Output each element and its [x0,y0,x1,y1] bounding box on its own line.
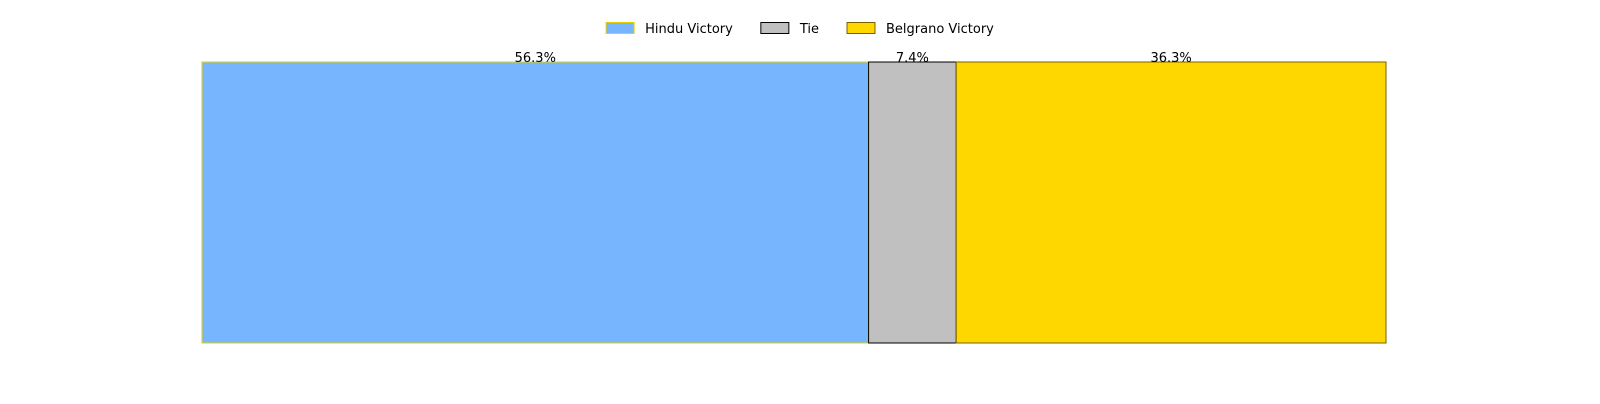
legend-swatch-hindu-victory [605,22,635,34]
legend-swatch-tie [760,22,790,34]
bar-segment-tie [868,61,957,344]
bar-segment-hindu-victory [201,61,870,344]
legend-label-belgrano-victory: Belgrano Victory [886,22,994,37]
legend-item-belgrano-victory: Belgrano Victory [846,22,994,37]
value-labels: 56.3% 7.4% 36.3% [515,51,1192,66]
value-label-belgrano-victory: 36.3% [1150,51,1191,66]
value-label-tie: 7.4% [896,51,929,66]
legend-swatch-belgrano-victory [846,22,876,34]
legend: Hindu Victory Tie Belgrano Victory [605,22,994,37]
legend-label-tie: Tie [799,22,819,37]
legend-item-hindu-victory: Hindu Victory [605,22,733,37]
bar-segments [201,61,1387,344]
bar-segment-belgrano-victory [955,61,1387,344]
legend-item-tie: Tie [760,22,819,37]
legend-label-hindu-victory: Hindu Victory [645,22,733,37]
value-label-hindu-victory: 56.3% [515,51,556,66]
